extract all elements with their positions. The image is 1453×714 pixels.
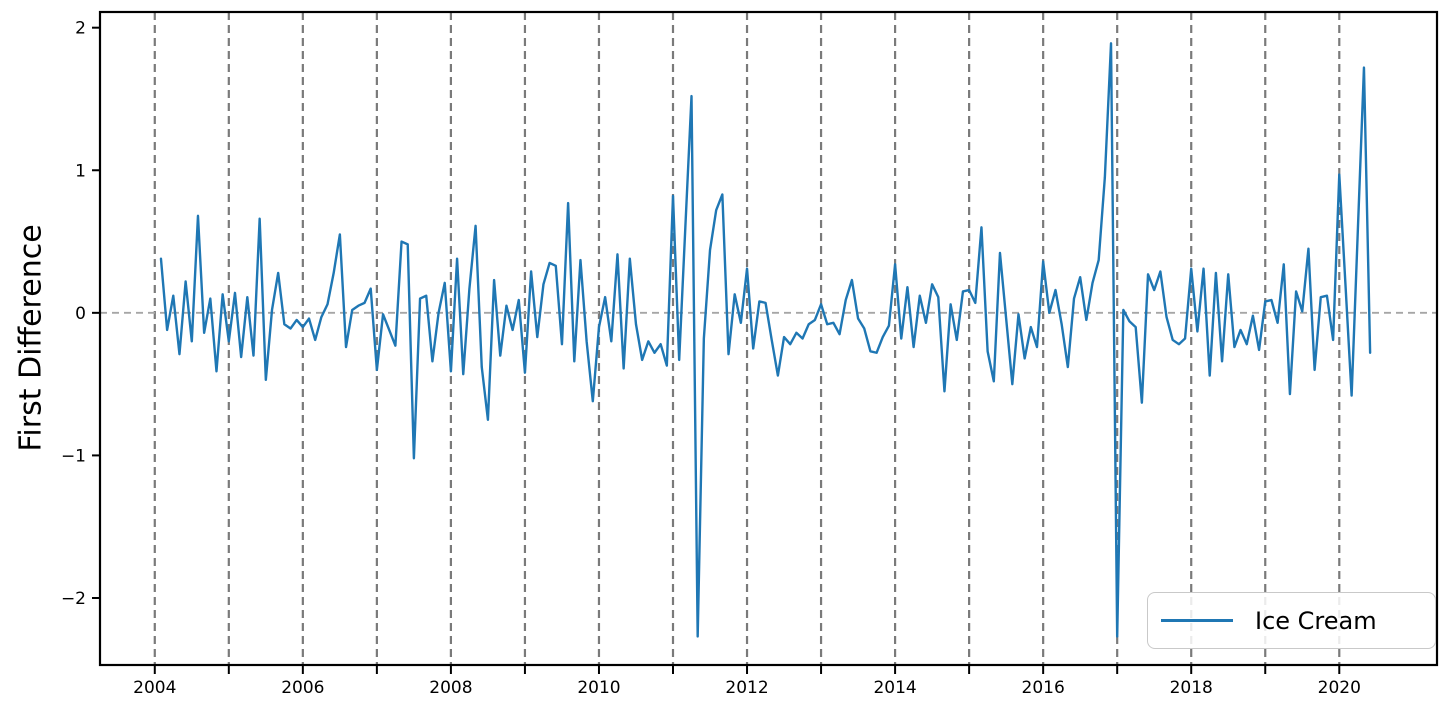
x-tick-label: 2014: [873, 678, 916, 698]
legend: Ice Cream: [1147, 592, 1436, 649]
y-axis-label: First Difference: [13, 224, 49, 452]
y-tick-label: −1: [61, 446, 86, 466]
plot-frame: [98, 10, 1439, 667]
x-tick-label: 2020: [1318, 678, 1361, 698]
y-tick-label: 1: [75, 161, 86, 181]
x-tick-label: 2004: [133, 678, 176, 698]
legend-label: Ice Cream: [1255, 606, 1377, 635]
x-tick-label: 2010: [577, 678, 620, 698]
y-tick-label: 2: [75, 19, 86, 39]
x-tick-label: 2006: [281, 678, 324, 698]
x-tick-label: 2016: [1022, 678, 1065, 698]
x-tick-label: 2018: [1170, 678, 1213, 698]
ice-cream-line: [159, 42, 1372, 638]
x-tick-label: 2012: [725, 678, 768, 698]
y-tick-label: 0: [75, 304, 86, 324]
legend-line-sample: [1161, 619, 1233, 622]
x-tick-label: 2008: [429, 678, 472, 698]
y-tick-label: −2: [61, 589, 86, 609]
